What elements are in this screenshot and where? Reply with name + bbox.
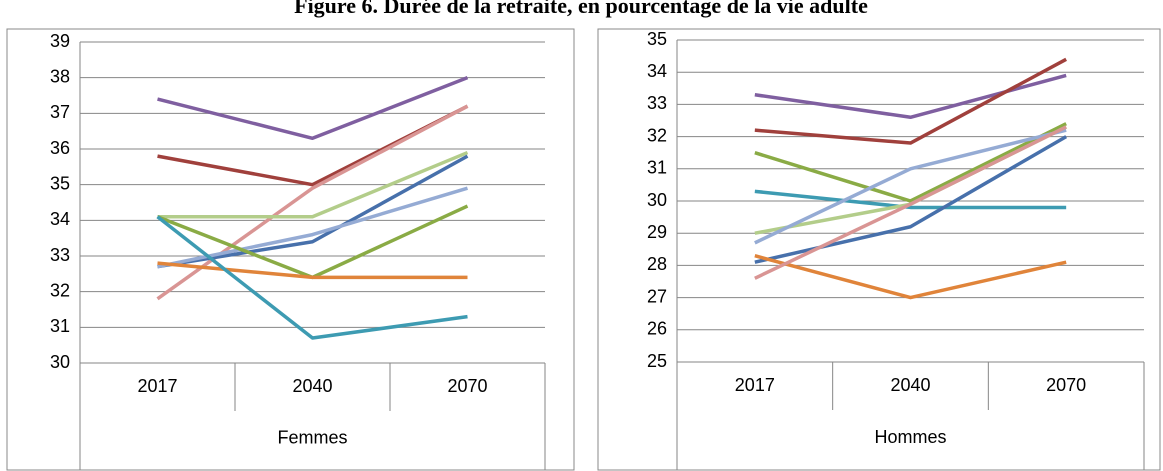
- y-tick-label: 34: [647, 61, 667, 81]
- y-tick-label: 34: [50, 209, 70, 229]
- y-tick-label: 32: [50, 280, 70, 300]
- y-tick-label: 37: [50, 102, 70, 122]
- data-line: [157, 150, 469, 219]
- group-label: Hommes: [874, 427, 946, 447]
- group-label: Femmes: [277, 427, 347, 447]
- x-tick-label: 2017: [137, 376, 177, 396]
- x-tick-label: 2040: [292, 376, 332, 396]
- figure-title: Figure 6. Durée de la retraite, en pourc…: [294, 0, 868, 18]
- y-tick-label: 33: [647, 93, 667, 113]
- y-tick-label: 35: [50, 173, 70, 193]
- chart-border: [6, 28, 575, 471]
- data-line: [754, 128, 1067, 245]
- data-line: [156, 215, 468, 340]
- data-line: [156, 104, 469, 301]
- y-tick-label: 30: [50, 352, 70, 372]
- chart-border: [597, 28, 1161, 471]
- y-tick-label: 26: [647, 319, 667, 339]
- y-tick-label: 27: [647, 286, 667, 306]
- data-line: [754, 57, 1067, 145]
- y-tick-label: 32: [647, 125, 667, 145]
- data-line: [754, 73, 1067, 120]
- data-line: [754, 254, 1067, 300]
- y-tick-label: 30: [647, 190, 667, 210]
- y-tick-label: 31: [647, 158, 667, 178]
- y-tick-label: 39: [50, 31, 70, 51]
- y-tick-label: 31: [50, 316, 70, 336]
- x-tick-label: 2070: [447, 376, 487, 396]
- y-tick-label: 25: [647, 351, 667, 371]
- y-tick-label: 35: [647, 29, 667, 49]
- data-line: [754, 135, 1068, 264]
- x-tick-label: 2070: [1046, 375, 1086, 395]
- y-tick-label: 38: [50, 66, 70, 86]
- data-line: [754, 122, 1067, 203]
- data-line: [157, 261, 468, 280]
- x-tick-label: 2017: [735, 375, 775, 395]
- data-line: [157, 76, 469, 141]
- y-tick-label: 29: [647, 222, 667, 242]
- data-line: [754, 125, 1067, 280]
- y-tick-label: 28: [647, 254, 667, 274]
- x-tick-label: 2040: [890, 375, 930, 395]
- y-tick-label: 36: [50, 138, 70, 158]
- data-line: [754, 189, 1067, 210]
- y-tick-label: 33: [50, 245, 70, 265]
